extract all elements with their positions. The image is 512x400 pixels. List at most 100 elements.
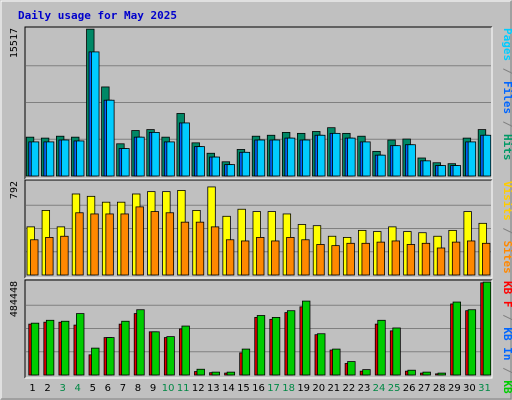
bar-kbout-day-21 bbox=[332, 348, 341, 376]
day-label: 4 bbox=[75, 383, 81, 394]
bar-kbout-day-17 bbox=[271, 317, 281, 376]
day-label: 14 bbox=[222, 383, 235, 394]
bar-pages-day-28 bbox=[437, 165, 446, 177]
bar-sites-day-30 bbox=[466, 240, 476, 276]
bar-sites-day-1 bbox=[30, 239, 39, 276]
bar-kbout-day-1 bbox=[30, 322, 40, 376]
day-label: 23 bbox=[358, 383, 371, 394]
bar-pages-day-1 bbox=[30, 141, 40, 177]
bar-kbout-day-30 bbox=[467, 309, 477, 376]
bar-sites-day-4 bbox=[75, 212, 84, 276]
bar-sites-day-9 bbox=[150, 211, 159, 276]
panel-border-light bbox=[25, 27, 493, 180]
day-label: 1 bbox=[29, 383, 35, 394]
bar-sites-day-15 bbox=[241, 240, 250, 276]
bar-pages-day-22 bbox=[347, 137, 356, 177]
bar-pages-day-30 bbox=[467, 141, 477, 177]
scale-label: 15517 bbox=[9, 28, 20, 58]
bar-pages-day-24 bbox=[377, 154, 386, 177]
bar-sites-day-28 bbox=[436, 247, 446, 276]
bar-sites-day-19 bbox=[301, 239, 310, 276]
bar-sites-day-14 bbox=[225, 239, 235, 276]
bar-pages-day-17 bbox=[271, 139, 281, 177]
day-label: 3 bbox=[59, 383, 65, 394]
day-label: 19 bbox=[297, 383, 310, 394]
bar-kbout-day-18 bbox=[286, 310, 296, 376]
bar-pages-day-15 bbox=[241, 151, 251, 177]
bar-pages-day-5 bbox=[91, 51, 100, 177]
bar-pages-day-7 bbox=[121, 148, 130, 177]
bar-sites-day-27 bbox=[421, 242, 431, 276]
legend-entry: / bbox=[501, 61, 512, 81]
day-label: 9 bbox=[150, 383, 156, 394]
bar-kbout-day-19 bbox=[302, 300, 311, 376]
bar-sites-day-20 bbox=[316, 244, 325, 276]
bar-sites-day-17 bbox=[271, 240, 280, 276]
legend-entry: KB Out bbox=[501, 380, 512, 400]
bar-kbout-day-31 bbox=[482, 281, 492, 376]
bar-sites-day-7 bbox=[120, 213, 129, 276]
bar-pages-day-12 bbox=[196, 146, 205, 177]
panel-border-light bbox=[25, 180, 493, 279]
day-label: 26 bbox=[403, 383, 416, 394]
bar-kbout-day-24 bbox=[377, 319, 386, 376]
bar-pages-day-9 bbox=[151, 132, 160, 177]
bar-kbout-day-12 bbox=[196, 368, 205, 376]
panel-border-dark bbox=[24, 279, 492, 378]
bar-pages-day-4 bbox=[76, 140, 85, 177]
bar-sites-day-25 bbox=[391, 240, 400, 276]
bar-kbout-day-9 bbox=[151, 331, 160, 376]
day-label: 31 bbox=[478, 383, 491, 394]
bar-sites-day-29 bbox=[451, 241, 461, 276]
day-label: 24 bbox=[373, 383, 386, 394]
bar-pages-day-2 bbox=[45, 141, 55, 177]
day-label: 2 bbox=[44, 383, 50, 394]
legend-entry: Files bbox=[501, 81, 512, 114]
panel-border-dark bbox=[24, 179, 492, 278]
legend-entry: Sites bbox=[501, 241, 512, 274]
bar-kbout-day-5 bbox=[91, 347, 100, 376]
bar-pages-day-11 bbox=[181, 122, 190, 177]
legend-entry: / bbox=[501, 221, 512, 241]
panel-border-dark bbox=[24, 26, 492, 179]
day-label: 25 bbox=[388, 383, 401, 394]
legend-entry: Pages bbox=[501, 28, 512, 61]
bar-sites-day-18 bbox=[286, 237, 295, 276]
series-legend: KB F / KB In / KB Out bbox=[501, 281, 512, 400]
bar-sites-day-8 bbox=[135, 206, 144, 276]
bar-pages-day-31 bbox=[482, 134, 492, 177]
bar-sites-day-26 bbox=[406, 244, 416, 276]
panel-border-light bbox=[25, 280, 493, 379]
bar-pages-day-27 bbox=[422, 160, 431, 177]
scale-label: 484448 bbox=[9, 281, 20, 317]
bar-kbout-day-4 bbox=[76, 313, 85, 376]
bar-sites-day-22 bbox=[346, 242, 355, 276]
day-label: 5 bbox=[90, 383, 96, 394]
bar-sites-day-24 bbox=[376, 241, 385, 276]
series-legend: Pages / Files / Hits bbox=[501, 28, 512, 161]
bar-pages-day-3 bbox=[61, 139, 70, 177]
bar-kbout-day-14 bbox=[226, 371, 236, 376]
scale-label: 792 bbox=[9, 181, 20, 199]
bar-kbout-day-3 bbox=[61, 320, 70, 376]
day-label: 15 bbox=[237, 383, 250, 394]
day-label: 13 bbox=[207, 383, 220, 394]
day-label: 30 bbox=[463, 383, 476, 394]
bar-kbout-day-25 bbox=[392, 327, 401, 376]
bar-sites-day-3 bbox=[60, 235, 69, 276]
chart-title: Daily usage for May 2025 bbox=[18, 9, 177, 22]
panel-3: 484448 KB F / KB In / KB Out bbox=[9, 279, 512, 400]
bar-pages-day-14 bbox=[226, 164, 236, 177]
bar-sites-day-23 bbox=[361, 242, 370, 276]
series-legend: Visits / Sites bbox=[501, 181, 512, 274]
day-label: 7 bbox=[120, 383, 126, 394]
bar-kbout-day-23 bbox=[362, 369, 371, 376]
bar-kbout-day-11 bbox=[181, 325, 190, 376]
bar-sites-day-5 bbox=[90, 213, 99, 276]
day-label: 28 bbox=[433, 383, 446, 394]
bar-pages-day-6 bbox=[106, 99, 115, 177]
bar-pages-day-21 bbox=[332, 132, 341, 177]
